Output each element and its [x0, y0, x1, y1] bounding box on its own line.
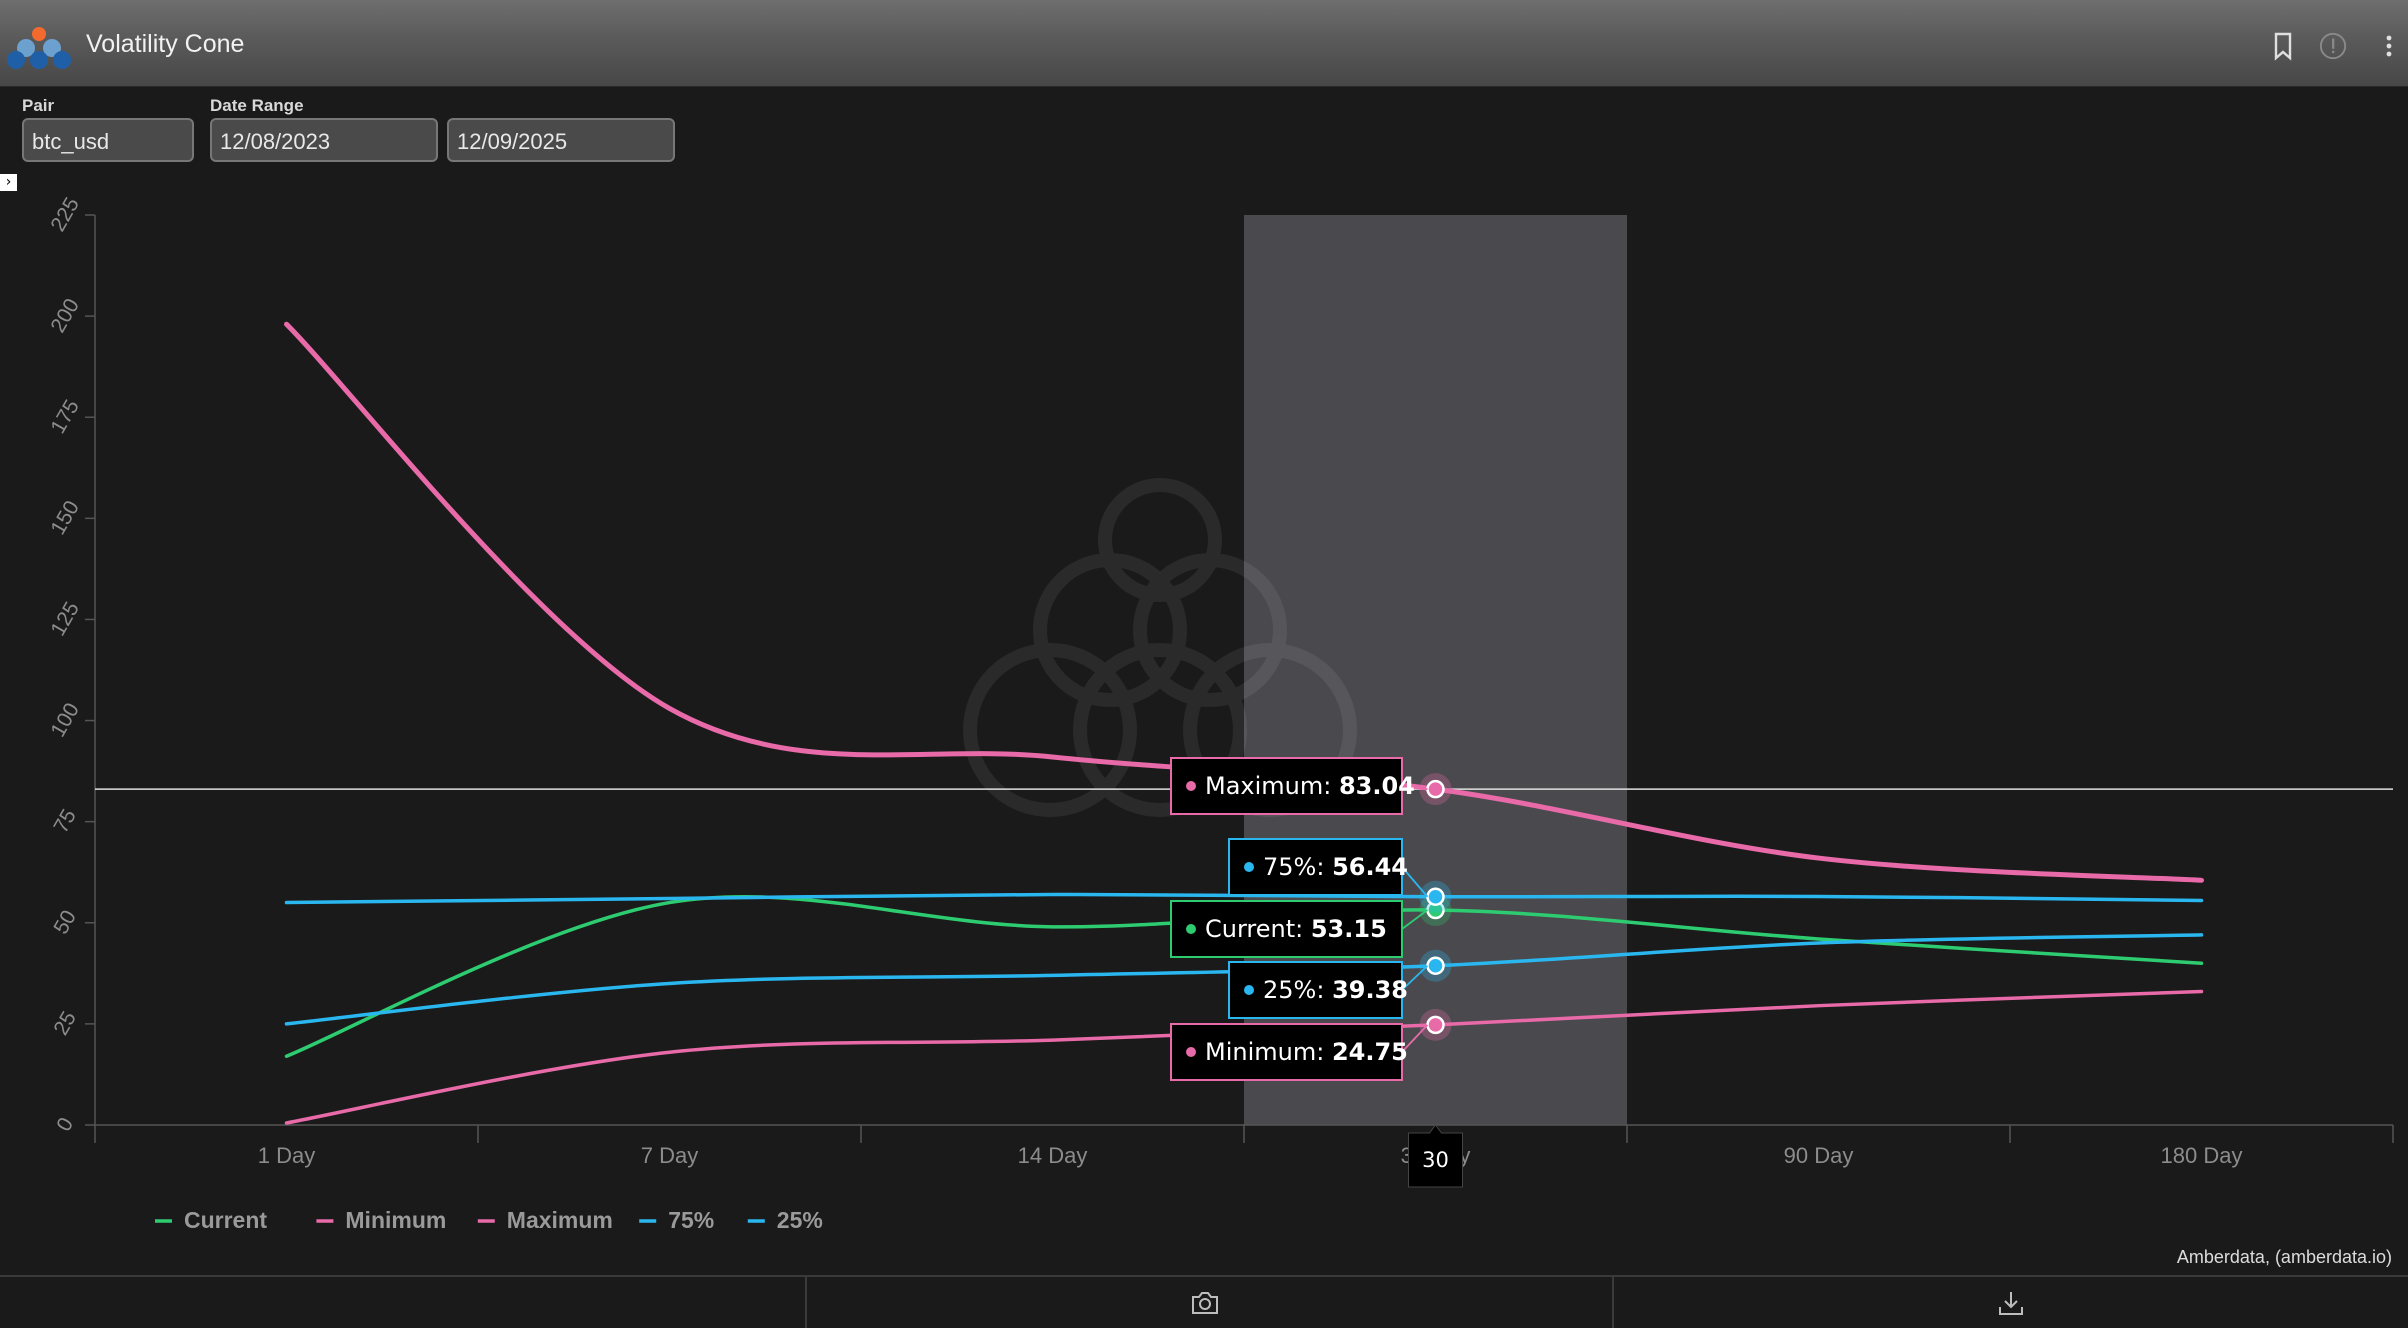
tooltip-label: Maximum: [1205, 772, 1339, 800]
legend-label: 25% [777, 1207, 823, 1233]
bookmark-icon[interactable] [2268, 30, 2298, 62]
camera-icon[interactable] [1190, 1289, 1220, 1317]
x-hover-label-text: 30 [1422, 1148, 1449, 1172]
tooltip-box [1170, 900, 1403, 958]
tooltip-value: 83.04 [1339, 772, 1415, 800]
tooltip-dot [1186, 781, 1196, 791]
tooltip-p25: 25%: 39.38 [1228, 961, 1429, 1019]
x-tick-label: 14 Day [1018, 1143, 1088, 1168]
legend-item-minimum[interactable]: Minimum [316, 1207, 446, 1233]
tooltip-box [1228, 961, 1403, 1019]
legend-label: 75% [668, 1207, 714, 1233]
date-end-input[interactable]: 12/09/2025 [447, 118, 675, 162]
tooltip-label: 75%: [1263, 853, 1332, 881]
watermark-circle [1073, 643, 1247, 817]
tooltip-text: Minimum: 24.75 [1205, 1038, 1408, 1066]
tooltip-dot [1244, 862, 1254, 872]
y-tick-label: 75 [49, 805, 81, 837]
watermark-circle [1098, 478, 1222, 602]
legend-item-p75[interactable]: 75% [639, 1207, 714, 1233]
watermark-circle [1133, 553, 1287, 707]
legend-item-p25[interactable]: 25% [747, 1207, 823, 1233]
hover-point-maximum [1426, 779, 1445, 799]
toolbar-divider [805, 1277, 807, 1328]
tooltip-dot [1186, 924, 1196, 934]
legend-label: Maximum [507, 1207, 613, 1233]
pair-label: Pair [22, 96, 55, 115]
tooltip-box [1170, 1023, 1403, 1081]
chevron-right-icon[interactable]: › [0, 174, 17, 191]
x-tick-label: 180 Day [2161, 1143, 2243, 1168]
x-tick-label: 90 Day [1784, 1143, 1854, 1168]
tooltip-dot [1186, 1047, 1196, 1057]
tooltip-text: Current: 53.15 [1205, 915, 1387, 943]
tooltip-box [1170, 757, 1403, 815]
y-tick-label: 175 [46, 396, 83, 438]
pair-select[interactable]: btc_usd [22, 118, 194, 162]
watermark-logo [963, 478, 1357, 817]
chart-credit: Amberdata, (amberdata.io) [2176, 1247, 2392, 1267]
tooltip-box [1228, 838, 1403, 896]
tooltip-connector [1401, 965, 1429, 991]
x-hover-label-box [1408, 1124, 1463, 1188]
download-icon[interactable] [1996, 1289, 2026, 1317]
y-tick-label: 100 [46, 699, 83, 741]
hover-point-p75 [1426, 887, 1445, 906]
bottom-toolbar [0, 1275, 2408, 1328]
tooltip-p75: 75%: 56.44 [1228, 838, 1429, 898]
tooltip-text: Maximum: 83.04 [1205, 772, 1415, 800]
tooltip-value: 39.38 [1332, 976, 1408, 1004]
tooltip-value: 53.15 [1311, 915, 1387, 943]
watermark-circle [1033, 553, 1187, 707]
amberdata-logo [7, 27, 71, 69]
hover-point-minimum [1426, 1015, 1445, 1035]
y-tick-label: 25 [49, 1008, 81, 1040]
date-start-input[interactable]: 12/08/2023 [210, 118, 438, 162]
tooltip-value: 56.44 [1332, 853, 1408, 881]
more-vertical-icon[interactable] [2374, 30, 2404, 62]
tooltip-minimum: Minimum: 24.75 [1170, 1023, 1429, 1081]
x-tick-label: 1 Day [258, 1143, 315, 1168]
tooltip-connector [1401, 785, 1428, 791]
tooltip-text: 25%: 39.38 [1263, 976, 1408, 1004]
tooltip-connector [1401, 1024, 1429, 1053]
y-tick-label: 225 [46, 194, 83, 236]
tooltip-connector [1401, 909, 1429, 930]
tooltip-label: Current: [1205, 915, 1311, 943]
watermark-circle [963, 643, 1137, 817]
date-range-label: Date Range [210, 96, 304, 115]
tooltip-text: 75%: 56.44 [1263, 853, 1408, 881]
toolbar-divider [1612, 1277, 1614, 1328]
y-tick-label: 200 [46, 295, 83, 337]
info-icon[interactable] [2318, 30, 2348, 62]
x-hover-label: 30 [1408, 1124, 1463, 1188]
y-tick-label: 150 [46, 497, 83, 539]
legend-item-current[interactable]: Current [155, 1207, 267, 1233]
tooltip-label: Minimum: [1205, 1038, 1332, 1066]
legend-item-maximum[interactable]: Maximum [477, 1207, 613, 1233]
window-title: Volatility Cone [86, 30, 245, 58]
y-tick-label: 0 [52, 1114, 78, 1136]
tooltip-dot [1244, 985, 1254, 995]
legend-label: Minimum [345, 1207, 446, 1233]
y-tick-label: 50 [49, 906, 81, 938]
hover-point-p25 [1426, 956, 1445, 975]
legend-label: Current [184, 1207, 267, 1233]
y-tick-label: 125 [46, 598, 83, 640]
tooltip-connector [1401, 866, 1429, 898]
x-tick-label: 7 Day [641, 1143, 698, 1168]
volatility-cone-chart: 0 25 50 75 100 125 150 175 200 225 1 Day 7 Day 14 Da… [46, 194, 2394, 1233]
title-bar: Volatility Cone [0, 0, 2408, 87]
tooltip-maximum: Maximum: 83.04 [1170, 757, 1428, 815]
tooltip-current: Current: 53.15 [1170, 900, 1429, 958]
tooltip-label: 25%: [1263, 976, 1332, 1004]
tooltip-value: 24.75 [1332, 1038, 1408, 1066]
